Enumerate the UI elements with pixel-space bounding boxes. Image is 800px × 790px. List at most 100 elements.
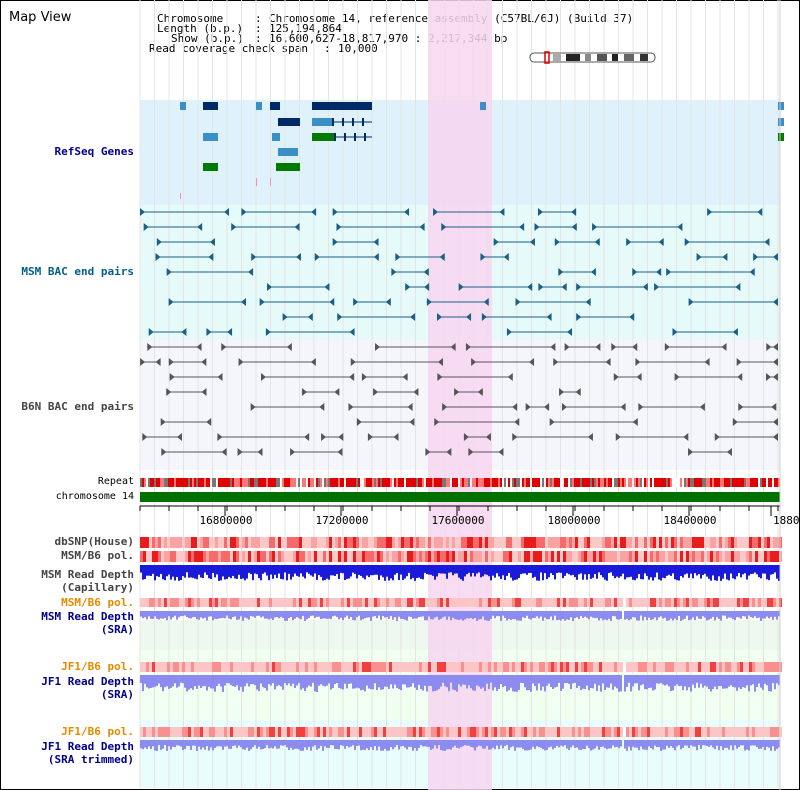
depth-bar [628, 675, 630, 683]
msm-bac-track[interactable] [140, 208, 778, 336]
heat-cell [539, 551, 542, 562]
heat-cell [242, 598, 245, 607]
heat-cell [263, 551, 266, 562]
depth-bar [374, 611, 376, 617]
depth-bar [680, 740, 682, 750]
depth-bar [216, 675, 218, 687]
heat-cell [224, 727, 227, 737]
depth-bar [282, 565, 284, 580]
bac-end-marker [446, 448, 452, 456]
repeat-cell [740, 478, 742, 487]
label-msm-depth-sra-1[interactable]: MSM Read Depth [41, 610, 134, 623]
bac-end-marker [148, 328, 154, 336]
heat-cell [284, 598, 287, 607]
refseq-genes-track[interactable] [180, 102, 784, 199]
depth-bar [184, 675, 186, 688]
heat-cell [662, 537, 665, 548]
heat-cell [683, 727, 686, 737]
depth-bar [416, 740, 418, 751]
heat-cell [635, 662, 638, 672]
heat-cell [398, 537, 401, 548]
heat-cell [410, 551, 413, 562]
repeat-cell [320, 478, 322, 487]
repeat-cell [564, 478, 566, 487]
depth-bar [650, 565, 652, 578]
heat-cell [317, 551, 320, 562]
depth-bar [340, 611, 342, 618]
depth-bar [340, 675, 342, 689]
repeat-cell [698, 478, 700, 487]
heat-cell [347, 727, 350, 737]
depth-bar [484, 611, 486, 621]
depth-bar [722, 565, 724, 579]
depth-bar [616, 675, 618, 689]
heat-cell [719, 662, 722, 672]
depth-bar [510, 675, 512, 688]
label-jf1-b6-pol-2[interactable]: JF1/B6 pol. [61, 725, 134, 738]
depth-bar [600, 740, 602, 747]
depth-bar [280, 675, 282, 687]
label-refseq-genes[interactable]: RefSeq Genes [54, 145, 134, 158]
depth-bar [380, 565, 382, 576]
heat-cell [509, 551, 512, 562]
depth-bar [470, 675, 472, 689]
depth-bar [244, 675, 246, 687]
depth-bar [644, 740, 646, 750]
depth-bar [188, 740, 190, 746]
heat-cell [395, 727, 398, 737]
label-msm-b6-pol-1[interactable]: MSM/B6 pol. [61, 549, 134, 562]
repeat-cell [194, 478, 196, 487]
depth-bar [440, 611, 442, 619]
heat-cell [416, 662, 419, 672]
heat-cell [497, 551, 500, 562]
repeat-cell [778, 478, 780, 487]
heat-cell [773, 727, 776, 737]
depth-bar [508, 611, 510, 619]
heat-cell [530, 662, 533, 672]
depth-bar [554, 675, 556, 688]
heat-cell [665, 551, 668, 562]
depth-bar [298, 740, 300, 750]
repeat-cell [394, 478, 396, 487]
heat-cell [515, 662, 518, 672]
repeat-cell [628, 478, 630, 487]
depth-bar [342, 565, 344, 574]
bac-end-marker [773, 418, 778, 426]
label-jf1-depth-trim-1[interactable]: JF1 Read Depth [41, 740, 134, 753]
heat-cell [563, 598, 566, 607]
depth-bar [380, 611, 382, 620]
depth-bar [690, 675, 692, 692]
repeat-cell [492, 478, 494, 487]
depth-bar [760, 565, 762, 579]
label-jf1-depth-sra-1[interactable]: JF1 Read Depth [41, 675, 134, 688]
heat-cell [677, 662, 680, 672]
depth-bar [384, 565, 386, 581]
depth-bar [536, 675, 538, 691]
heat-cell [173, 537, 176, 548]
heat-cell [356, 551, 359, 562]
b6n-bac-track[interactable] [140, 343, 778, 456]
label-msm-bac[interactable]: MSM BAC end pairs [21, 265, 134, 278]
heat-cell [179, 537, 182, 548]
depth-bar [382, 675, 384, 690]
label-b6n-bac[interactable]: B6N BAC end pairs [21, 400, 134, 413]
depth-bar [684, 740, 686, 746]
depth-bar [480, 611, 482, 620]
heat-cell [164, 598, 167, 607]
heat-cell [374, 598, 377, 607]
depth-bar [618, 675, 620, 692]
heat-cell [422, 537, 425, 548]
label-dbsnp[interactable]: dbSNP(House) [54, 535, 134, 548]
repeat-cell [608, 478, 610, 487]
depth-bar [504, 740, 506, 746]
label-jf1-b6-pol-1[interactable]: JF1/B6 pol. [61, 660, 134, 673]
heat-cell [473, 662, 476, 672]
depth-bar [612, 740, 614, 746]
label-msm-depth-cap-1[interactable]: MSM Read Depth [41, 568, 134, 581]
label-msm-b6-pol-2[interactable]: MSM/B6 pol. [61, 596, 134, 609]
depth-bar [656, 611, 658, 621]
depth-bar [366, 565, 368, 576]
heat-cell [608, 551, 611, 562]
depth-bar [352, 565, 354, 573]
